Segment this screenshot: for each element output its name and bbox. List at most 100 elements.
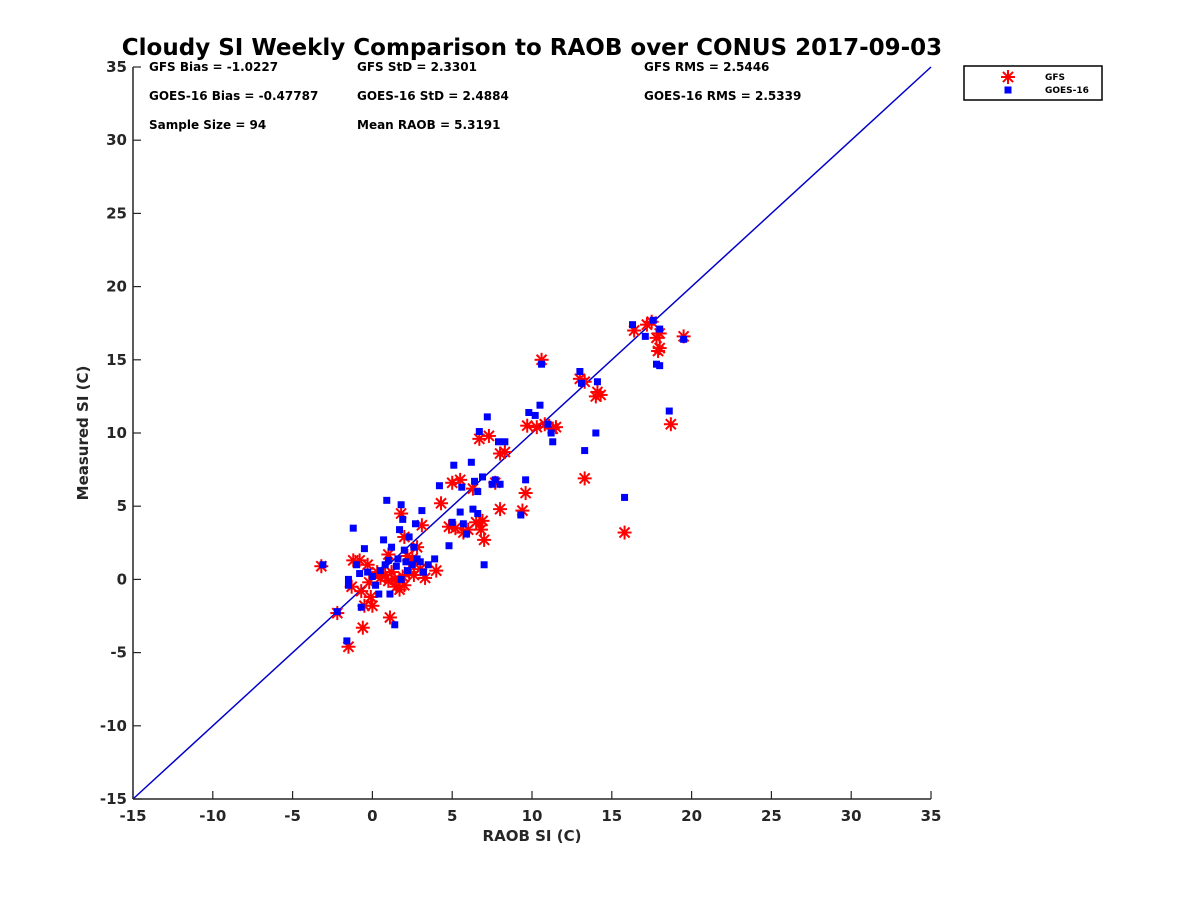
goes-16-point [419,568,427,576]
goes-16-point [649,316,657,324]
goes-16-point [424,561,432,569]
goes-16-point [450,461,458,469]
axes-group: -15 -10 -5 0 5 10 15 20 25 30 35 -15 -10 -5 0 5 10 15 20 25… [100,58,942,825]
goes-16-point [538,360,546,368]
gfs-point [475,513,490,528]
asterisk-stroke [357,621,369,634]
asterisk-stroke [384,611,396,624]
y-axis-label: Measured SI (C) [74,366,92,501]
gfs-point [481,428,496,443]
goes-16-point [496,480,504,488]
asterisk-stroke [653,342,666,354]
goes-16-point [380,536,388,544]
goes-16-point [383,496,391,504]
y-tick-label: -10 [100,717,127,735]
gfs-point [652,341,667,356]
goes-16-point [458,483,466,491]
goes-16-point [474,488,482,496]
goes-16-point [488,480,496,488]
goes-16-point [445,542,453,550]
goes-16-point [357,603,365,611]
goes-16-point [656,325,664,333]
gfs-point [520,418,535,433]
goes-16-point [386,590,394,598]
goes-16-point [471,477,479,485]
goes-16-point [416,558,424,566]
stat-text: GFS RMS = 2.5446 [644,60,769,74]
goes-16-point [549,438,557,446]
x-tick-label: 25 [761,807,782,825]
goes-16-point [399,515,407,523]
stat-text: GFS Bias = -1.0227 [149,60,278,74]
x-tick-label: -10 [199,807,226,825]
gfs-point [429,563,444,578]
asterisk-stroke [478,534,490,546]
goes-16-point [469,505,477,513]
asterisk-stroke [665,418,677,430]
goes-16-point [352,561,360,569]
asterisk-stroke [365,591,377,603]
goes-16-point [494,438,502,446]
goes-16-point [592,429,600,437]
gfs-point [354,584,369,599]
asterisk-stroke [521,419,533,432]
asterisk-stroke [476,515,489,527]
goes-16-point [459,520,467,528]
gfs-point [355,620,370,635]
gfs-point [382,610,397,625]
chart-title: Cloudy SI Weekly Comparison to RAOB over… [122,35,942,61]
goes-16-point [491,476,499,484]
legend-goes-16-label: GOES-16 [1045,86,1089,96]
x-tick-label: 0 [367,807,377,825]
goes-16-point [435,482,443,490]
goes-16-point [576,368,584,376]
asterisk-stroke [342,640,355,653]
asterisk-stroke [361,559,374,571]
asterisk-stroke [366,600,379,612]
asterisk-stroke [435,497,447,510]
asterisk-stroke [449,522,462,534]
asterisk-stroke [430,564,442,577]
data-points [314,314,691,654]
goes-16-point [405,533,413,541]
goes-16-point [344,575,352,583]
goes-16-point [349,524,357,532]
goes-16-point [368,572,376,580]
goes-16-point [474,510,482,518]
y-tick-label: 0 [117,570,127,588]
goes-16-point [522,476,530,484]
legend-goes-16-marker [1004,86,1012,94]
goes-16-point [456,508,464,516]
asterisk-stroke [475,523,487,536]
asterisk-stroke [467,482,479,495]
goes-16-point [344,581,352,589]
goes-16-point [483,413,491,421]
goes-16-point [621,493,629,501]
goes-16-point [656,362,664,370]
gfs-point [577,471,592,486]
goes-16-point [475,428,483,436]
goes-16-point [463,530,471,538]
goes-16-point [384,556,392,564]
x-tick-label: -5 [284,807,301,825]
asterisk-stroke [454,474,466,486]
statistics-annotations: GFS Bias = -1.0227 GFS StD = 2.3301 GFS RM… [149,60,801,132]
goes-16-point [577,379,585,387]
goes-16-point [536,401,544,409]
goes-16-point [431,555,439,563]
gfs-point [518,486,533,501]
goes-16-point [629,321,637,329]
goes-16-point [319,561,327,569]
goes-16-point [547,429,555,437]
y-tick-label: 5 [117,497,127,515]
goes-16-point [593,378,601,386]
goes-16-point [388,543,396,551]
stat-text: GOES-16 RMS = 2.5339 [644,89,801,103]
goes-16-point [391,621,399,629]
goes-16-point [404,567,412,575]
y-tick-label: 30 [106,131,127,149]
goes-16-point [381,561,389,569]
asterisk-stroke [618,526,631,539]
gfs-point [434,496,449,511]
